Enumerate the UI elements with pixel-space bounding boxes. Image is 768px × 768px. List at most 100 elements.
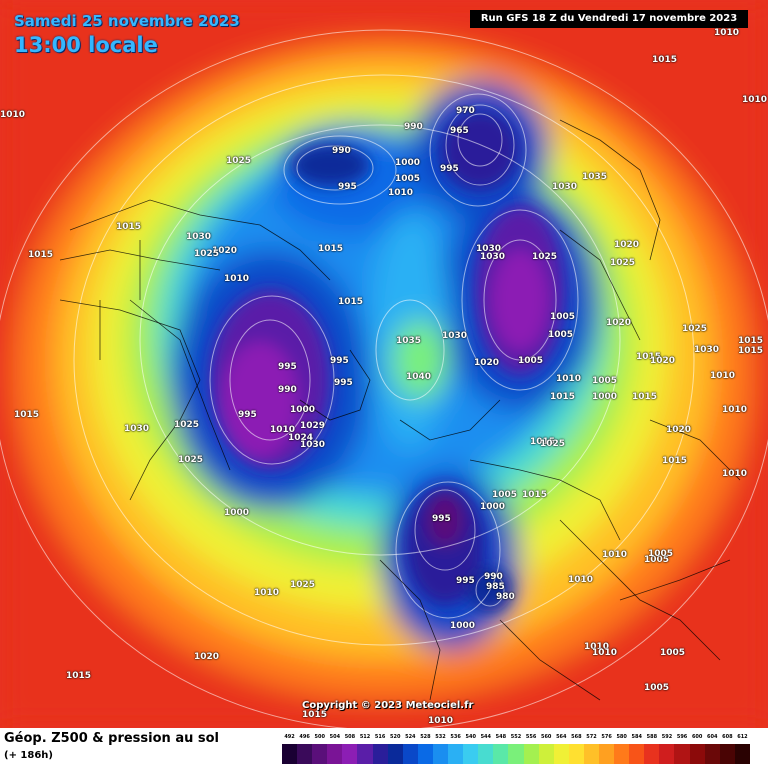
color-scale-label: 584 [631,734,642,740]
isobar-label: 990 [332,146,351,156]
color-scale-label: 556 [525,734,537,740]
color-scale-cell [312,744,328,764]
isobar-label: 1040 [406,372,432,382]
model-run-banner: Run GFS 18 Z du Vendredi 17 novembre 202… [470,10,748,28]
color-scale-label: 512 [359,734,371,740]
isobar-label: 1030 [300,440,326,450]
isobar-label: 1020 [474,358,500,368]
isobar-label: 1020 [212,246,238,256]
forecast-time: 13:00 locale [14,33,158,57]
isobar-label: 1015 [662,456,688,466]
color-scale-label: 532 [435,734,446,740]
isobar-label: 1000 [450,621,476,631]
isobar-label: 985 [486,582,505,592]
color-scale-label: 612 [737,734,748,740]
color-scale-cell [448,744,464,764]
color-scale-label: 564 [556,734,567,740]
isobar-label: 1005 [395,174,421,184]
isobar-label: 1030 [124,424,150,434]
color-scale: 492 496 500 504 508 512 516 520 524 528 532 536 540 5… [282,734,750,766]
isobar-label: 1025 [226,156,252,166]
isobar-label: 1025 [532,252,558,262]
isobar-label: 1025 [290,580,316,590]
color-scale-label: 560 [540,734,552,740]
color-scale-cell [342,744,358,764]
color-scale-cell [327,744,343,764]
isobar-label: 1025 [194,249,220,259]
isobar-label: 1010 [0,110,26,120]
isobar-label: 1015 [550,392,576,402]
isobar-label: 1020 [666,425,692,435]
isobar-label: 1025 [540,439,566,449]
color-scale-label: 576 [601,734,612,740]
isobar-label: 1030 [552,182,578,192]
isobar-label: 1015 [14,410,40,420]
isobar-label: 1010 [710,371,736,381]
isobar-label: 1010 [270,425,296,435]
color-scale-label: 572 [586,734,597,740]
color-scale-cell [568,744,584,764]
isobar-label: 995 [456,576,475,586]
color-scale-label: 552 [510,734,522,740]
copyright-notice: Copyright © 2023 Meteociel.fr [302,700,474,711]
color-scale-cell [417,744,433,764]
isobar-label: 1005 [492,490,518,500]
isobar-label: 1015 [338,297,364,307]
isobar-label: 1005 [550,312,576,322]
isobar-label: 1010 [722,405,748,415]
isobar-label: 995 [278,362,297,372]
color-scale-labels: 492 496 500 504 508 512 516 520 524 528 532 536 540 5… [282,734,750,744]
isobar-label: 1030 [694,345,720,355]
color-scale-cell [387,744,403,764]
isobar-label: 995 [338,182,357,192]
color-scale-label: 588 [646,734,658,740]
color-scale-cell [629,744,645,764]
isobar-label: 995 [440,164,459,174]
color-scale-cell [402,744,418,764]
isobar-label: 990 [484,572,503,582]
color-scale-cell [719,744,735,764]
isobar-label: 1015 [66,671,92,681]
isobar-label: 1030 [186,232,212,242]
isobar-label: 965 [450,126,469,136]
isobar-label: 1010 [722,469,748,479]
forecast-date: Samedi 25 novembre 2023 [14,12,240,30]
isobar-label: 1015 [738,346,764,356]
color-scale-label: 508 [344,734,356,740]
isobar-label: 990 [278,385,297,395]
isobar-label: 1025 [174,420,200,430]
color-scale-cell [583,744,599,764]
isobar-label: 1020 [650,356,676,366]
isobar-label: 1030 [476,244,502,254]
color-scale-cell [357,744,373,764]
color-scale-label: 504 [329,734,341,740]
color-scale-label: 516 [374,734,386,740]
geopotential-field [0,0,768,728]
isobar-label: 1020 [194,652,220,662]
color-scale-label: 500 [314,734,325,740]
isobar-label: 1010 [714,28,740,38]
isobar-label: 1020 [606,318,632,328]
isobar-label: 1015 [738,336,764,346]
isobar-label: 1015 [632,392,658,402]
color-scale-label: 524 [405,734,416,740]
color-scale-label: 492 [284,734,295,740]
color-scale-cell [598,744,615,764]
isobar-label: 1015 [522,490,548,500]
color-scale-label: 548 [495,734,507,740]
isobar-label: 1020 [614,240,640,250]
isobar-label: 1010 [254,588,280,598]
color-scale-cell [282,744,298,764]
color-scale-cell [297,744,313,764]
isobar-label: 995 [334,378,353,388]
isobar-label: 995 [330,356,349,366]
isobar-label: 1035 [582,172,608,182]
color-scale-cell [372,744,388,764]
isobar-label: 1005 [644,555,670,565]
color-scale-label: 536 [450,734,461,740]
isobar-label: 1005 [592,376,618,386]
color-scale-label: 580 [616,734,627,740]
color-scale-label: 520 [390,734,401,740]
color-scale-cell [689,744,705,764]
color-scale-cell [523,744,539,764]
